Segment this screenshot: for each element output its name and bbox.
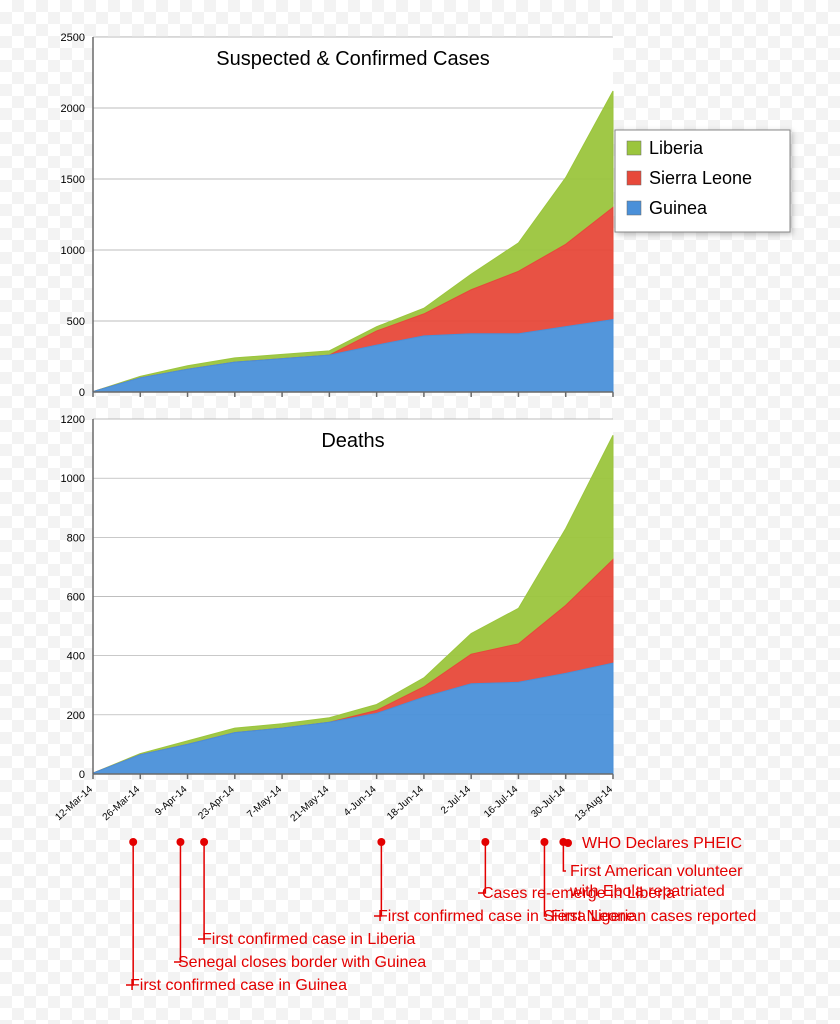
legend-label: Sierra Leone bbox=[649, 168, 752, 188]
ytick-label: 800 bbox=[67, 532, 85, 544]
ytick-label: 600 bbox=[67, 592, 85, 604]
anno-line bbox=[126, 842, 133, 985]
anno-text: First American volunteer bbox=[570, 863, 743, 880]
legend-swatch bbox=[627, 141, 641, 155]
anno-text: First confirmed case in Guinea bbox=[130, 977, 347, 994]
xtick-label: 23-Apr-14 bbox=[196, 784, 237, 822]
anno-line bbox=[174, 842, 180, 962]
legend-label: Guinea bbox=[649, 198, 708, 218]
ytick-label: 0 bbox=[79, 387, 85, 399]
anno-text: WHO Declares PHEIC bbox=[582, 835, 742, 852]
anno-line bbox=[544, 842, 547, 916]
xtick-label: 16-Jul-14 bbox=[482, 784, 521, 820]
anno-dot bbox=[564, 839, 572, 847]
ytick-label: 500 bbox=[67, 316, 85, 328]
anno-text: Senegal closes border with Guinea bbox=[178, 954, 426, 971]
xtick-label: 21-May-14 bbox=[288, 784, 331, 824]
ytick-label: 2000 bbox=[61, 103, 85, 115]
xtick-label: 30-Jul-14 bbox=[529, 784, 568, 820]
xtick-label: 2-Jul-14 bbox=[439, 784, 474, 817]
xtick-label: 4-Jun-14 bbox=[342, 784, 379, 819]
ytick-label: 1000 bbox=[61, 473, 85, 485]
legend-swatch bbox=[627, 171, 641, 185]
legend-swatch bbox=[627, 201, 641, 215]
anno-text: First confirmed case in Liberia bbox=[202, 931, 416, 948]
xtick-label: 9-Apr-14 bbox=[153, 784, 190, 819]
ytick-label: 0 bbox=[79, 769, 85, 781]
chart-title-deaths: Deaths bbox=[321, 430, 384, 452]
xtick-label: 18-Jun-14 bbox=[385, 784, 426, 823]
chart-title-cases: Suspected & Confirmed Cases bbox=[216, 48, 489, 70]
anno-text: First Nigerian cases reported bbox=[551, 908, 756, 925]
xtick-label: 13-Aug-14 bbox=[573, 784, 615, 824]
ytick-label: 1500 bbox=[61, 174, 85, 186]
ytick-label: 400 bbox=[67, 651, 85, 663]
ytick-label: 1000 bbox=[61, 245, 85, 257]
xtick-label: 7-May-14 bbox=[245, 784, 284, 821]
ytick-label: 200 bbox=[67, 710, 85, 722]
ytick-label: 2500 bbox=[61, 32, 85, 44]
anno-line bbox=[198, 842, 204, 939]
anno-line bbox=[563, 842, 566, 871]
anno-text: with Ebola repatriated bbox=[569, 883, 725, 900]
legend-label: Liberia bbox=[649, 138, 704, 158]
xtick-label: 12-Mar-14 bbox=[53, 784, 95, 823]
anno-line bbox=[374, 842, 381, 916]
xtick-label: 26-Mar-14 bbox=[101, 784, 143, 823]
ytick-label: 1200 bbox=[61, 414, 85, 426]
